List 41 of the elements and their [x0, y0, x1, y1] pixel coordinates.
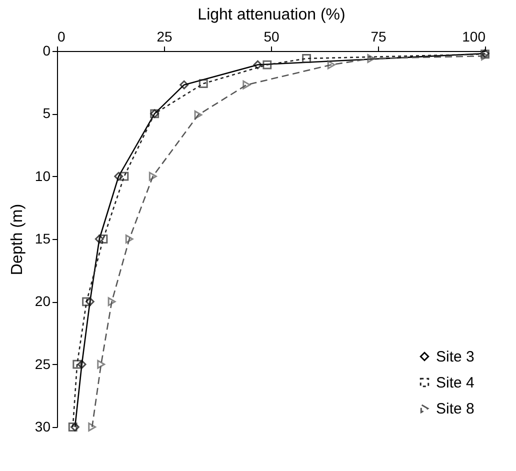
point [72, 360, 82, 369]
point [148, 172, 157, 181]
point [302, 54, 311, 63]
point [198, 79, 208, 88]
point [253, 60, 262, 70]
y-axis-title: Depth (m) [8, 204, 26, 276]
y-tick-label: 15 [34, 230, 51, 246]
point [88, 422, 96, 432]
point [98, 234, 108, 244]
point [194, 110, 202, 120]
point [120, 172, 129, 181]
y-tick-label: 30 [34, 418, 51, 434]
point [94, 234, 104, 244]
x-axis-title: Light attenuation (%) [198, 6, 346, 24]
point [68, 422, 78, 432]
point [108, 297, 116, 306]
point [125, 234, 134, 244]
x-tick-label: 0 [58, 28, 66, 44]
point [327, 60, 336, 70]
x-tick-label: 75 [370, 28, 386, 44]
point [114, 172, 124, 181]
y-tick-label: 10 [34, 168, 51, 184]
point [86, 297, 94, 306]
point [367, 54, 376, 63]
legend-label: Site 8 [436, 400, 474, 418]
point [82, 297, 91, 306]
y-tick-label: 0 [42, 42, 51, 58]
x-tick-label: 25 [156, 28, 172, 44]
point [262, 60, 272, 70]
y-tick-label: 5 [42, 105, 51, 122]
x-tick-label: 50 [264, 28, 280, 44]
point [70, 422, 80, 432]
point [97, 360, 106, 369]
legend-label: Site 4 [436, 374, 474, 392]
y-tick-label: 25 [34, 356, 51, 372]
x-tick-label: 100 [462, 28, 486, 44]
point [77, 360, 86, 369]
point [180, 80, 189, 90]
point [242, 80, 251, 90]
legend-label: Site 3 [436, 348, 474, 366]
y-tick-label: 20 [34, 293, 51, 310]
